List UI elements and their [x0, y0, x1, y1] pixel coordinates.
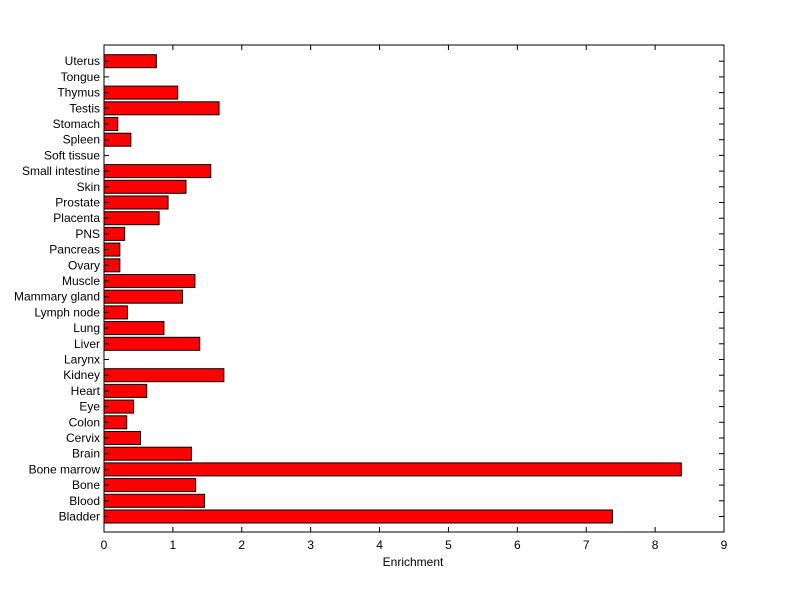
x-axis-label: Enrichment: [383, 555, 444, 569]
bar-prostate: [103, 195, 169, 210]
bar-lung: [103, 321, 165, 336]
x-tick-label: 4: [376, 538, 383, 552]
x-tick-label: 7: [583, 538, 590, 552]
bar-brain: [103, 446, 192, 461]
bar-skin: [103, 179, 187, 194]
bar-placenta: [103, 211, 160, 226]
y-tick-label: Placenta: [53, 211, 100, 225]
y-tick-label: Ovary: [68, 258, 100, 272]
x-tick-label: 0: [101, 538, 108, 552]
y-tick-label: Larynx: [64, 353, 100, 367]
y-tick-label: Soft tissue: [44, 148, 100, 162]
y-tick-label: Blood: [69, 494, 100, 508]
bar-cervix: [103, 431, 142, 445]
y-tick-label: Thymus: [57, 86, 100, 100]
x-tick-label: 1: [170, 538, 177, 552]
y-tick-label: Lymph node: [34, 305, 100, 319]
x-tick-labels: 0 1 2 3 4 5 6 7 8 9: [101, 538, 728, 552]
y-tick-label: Lung: [73, 321, 100, 335]
x-tick-label: 9: [721, 538, 728, 552]
y-tick-label: Prostate: [55, 196, 100, 210]
bar-mammary-gland: [103, 289, 184, 304]
y-tick-label: PNS: [75, 227, 100, 241]
y-tick-label: Cervix: [66, 431, 100, 445]
bar-blood: [103, 493, 206, 508]
x-tick-label: 3: [307, 538, 314, 552]
x-tick-label: 5: [445, 538, 452, 552]
bar-testis: [103, 101, 220, 116]
bar-muscle: [103, 274, 196, 288]
y-tick-label: Brain: [72, 447, 100, 461]
y-tick-label: Stomach: [53, 117, 100, 131]
y-tick-label: Skin: [77, 180, 100, 194]
y-tick-label: Heart: [71, 384, 101, 398]
plot-frame: [103, 44, 725, 533]
bar-uterus: [103, 54, 157, 69]
bar-small-intestine: [103, 164, 212, 179]
y-tick-label: Spleen: [63, 133, 100, 147]
bar-heart: [103, 383, 148, 398]
y-tick-label: Bone marrow: [29, 462, 101, 476]
bar-thymus: [103, 85, 179, 100]
x-tick-label: 8: [652, 538, 659, 552]
x-tick-label: 2: [238, 538, 245, 552]
y-tick-label: Kidney: [63, 368, 100, 382]
bars-group: [103, 54, 682, 524]
y-tick-label: Bladder: [59, 510, 100, 524]
ticks-group: [103, 45, 725, 532]
bar-bone-marrow: [103, 462, 682, 477]
y-tick-label: Eye: [79, 400, 100, 414]
y-tick-label: Colon: [69, 415, 100, 429]
y-tick-label: Liver: [74, 337, 100, 351]
y-tick-label: Uterus: [65, 54, 100, 68]
bar-bone: [103, 478, 197, 493]
y-tick-label: Muscle: [62, 274, 100, 288]
y-tick-label: Tongue: [61, 70, 101, 84]
y-tick-label: Small intestine: [22, 164, 100, 178]
y-tick-label: Pancreas: [49, 243, 100, 257]
y-tick-label: Mammary gland: [14, 290, 100, 304]
y-tick-label: Testis: [69, 101, 100, 115]
bar-bladder: [103, 509, 613, 524]
y-tick-label: Bone: [72, 478, 100, 492]
bar-liver: [103, 336, 201, 351]
bar-kidney: [103, 368, 225, 383]
x-tick-label: 6: [514, 538, 521, 552]
